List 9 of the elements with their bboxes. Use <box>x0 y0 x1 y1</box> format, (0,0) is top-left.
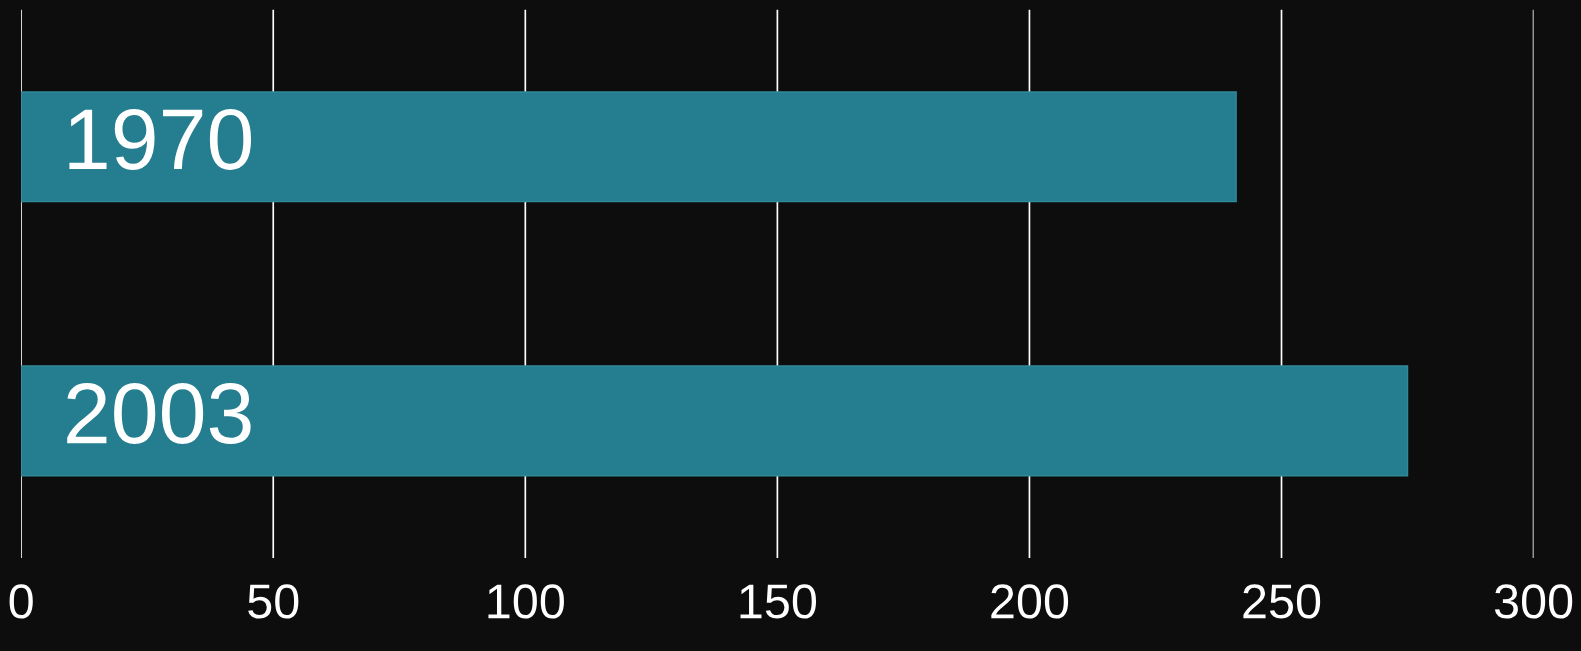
y-tick-label: 1970 <box>69 108 252 170</box>
x-tick-label: 200 <box>991 584 1069 619</box>
x-tick-label: 0 <box>9 584 33 619</box>
x-tick-label: 100 <box>488 584 564 619</box>
x-tick-label: 250 <box>1243 584 1321 619</box>
x-tick-label: 300 <box>1494 584 1573 619</box>
x-tick-label: 50 <box>248 584 299 619</box>
x-tick-label: 150 <box>740 584 817 619</box>
y-tick-label: 2003 <box>67 383 251 444</box>
